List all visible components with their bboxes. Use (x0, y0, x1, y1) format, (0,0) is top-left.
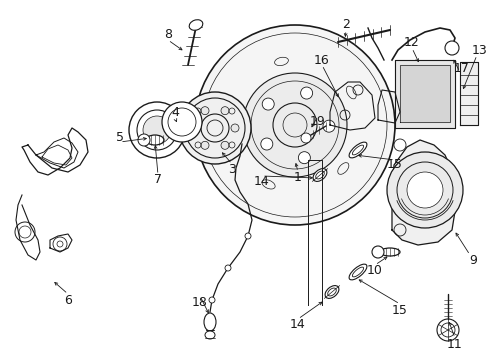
Ellipse shape (325, 285, 338, 298)
Circle shape (444, 41, 458, 55)
Circle shape (262, 98, 274, 110)
Ellipse shape (312, 168, 326, 181)
Text: 16: 16 (313, 54, 329, 67)
Text: 8: 8 (163, 28, 172, 41)
Text: 9: 9 (468, 253, 476, 266)
Circle shape (221, 107, 228, 115)
Ellipse shape (146, 135, 163, 145)
Ellipse shape (189, 20, 203, 30)
Text: 7: 7 (154, 174, 162, 186)
Circle shape (298, 152, 310, 164)
Circle shape (129, 102, 184, 158)
Polygon shape (459, 62, 477, 125)
Circle shape (224, 265, 230, 271)
Text: 13: 13 (471, 44, 487, 57)
Circle shape (138, 134, 150, 146)
Circle shape (191, 124, 199, 132)
Circle shape (436, 319, 458, 341)
Ellipse shape (204, 331, 215, 339)
Circle shape (201, 107, 208, 115)
Text: 14: 14 (289, 319, 305, 332)
Text: 11: 11 (446, 338, 462, 351)
Text: 2: 2 (342, 18, 349, 31)
Ellipse shape (348, 142, 366, 158)
Circle shape (142, 116, 171, 144)
Circle shape (243, 73, 346, 177)
Ellipse shape (348, 264, 366, 280)
Text: 4: 4 (171, 107, 179, 120)
Text: 1: 1 (293, 171, 301, 184)
Circle shape (371, 246, 383, 258)
Circle shape (260, 138, 272, 150)
Polygon shape (377, 90, 399, 123)
Circle shape (301, 133, 310, 143)
Text: 15: 15 (386, 158, 402, 171)
Circle shape (162, 102, 202, 142)
Circle shape (208, 297, 215, 303)
Polygon shape (394, 60, 454, 128)
Circle shape (244, 233, 250, 239)
Text: 17: 17 (453, 62, 469, 75)
Circle shape (300, 87, 312, 99)
Circle shape (386, 152, 462, 228)
Text: 3: 3 (227, 163, 235, 176)
Polygon shape (399, 65, 449, 122)
Circle shape (179, 92, 250, 164)
Text: 6: 6 (64, 293, 72, 306)
Ellipse shape (203, 313, 216, 331)
Circle shape (230, 124, 239, 132)
Text: 15: 15 (391, 303, 407, 316)
Ellipse shape (379, 248, 399, 256)
Circle shape (322, 120, 334, 132)
Circle shape (221, 141, 228, 149)
Circle shape (195, 25, 394, 225)
Text: 14: 14 (254, 175, 269, 189)
Circle shape (406, 172, 442, 208)
Text: 10: 10 (366, 264, 382, 276)
Text: 18: 18 (192, 296, 207, 309)
Circle shape (201, 141, 208, 149)
Text: 12: 12 (403, 36, 419, 49)
Text: 5: 5 (116, 131, 124, 144)
Text: 19: 19 (309, 116, 325, 129)
Polygon shape (329, 82, 374, 130)
Polygon shape (391, 140, 455, 245)
